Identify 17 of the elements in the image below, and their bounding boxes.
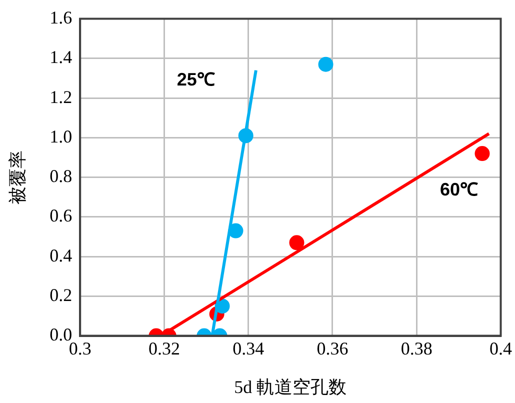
series-label: 60℃ [440, 180, 478, 200]
y-tick-label: 1.4 [50, 47, 72, 68]
y-tick-label: 0.4 [50, 245, 72, 266]
x-tick-label: 0.36 [316, 338, 348, 358]
x-tick-label: 0.34 [232, 338, 264, 358]
y-axis-title: 被覆率 [8, 150, 28, 204]
y-tick-label: 0.2 [50, 284, 72, 305]
text: 25℃ [176, 69, 215, 90]
x-tick-label: 0.4 [490, 338, 512, 358]
x-axis-title: 5d 軌道空孔数 [234, 376, 347, 397]
y-tick-label: 1.0 [50, 126, 72, 146]
y-tick-label: 0.8 [50, 166, 72, 186]
x-tick-label: 0.38 [400, 338, 432, 358]
x-tick-label: 0.32 [148, 338, 180, 358]
y-tick-label: 0.6 [50, 206, 72, 226]
y-tick-label: 1.2 [50, 86, 72, 107]
y-tick-label: 1.6 [50, 8, 72, 28]
